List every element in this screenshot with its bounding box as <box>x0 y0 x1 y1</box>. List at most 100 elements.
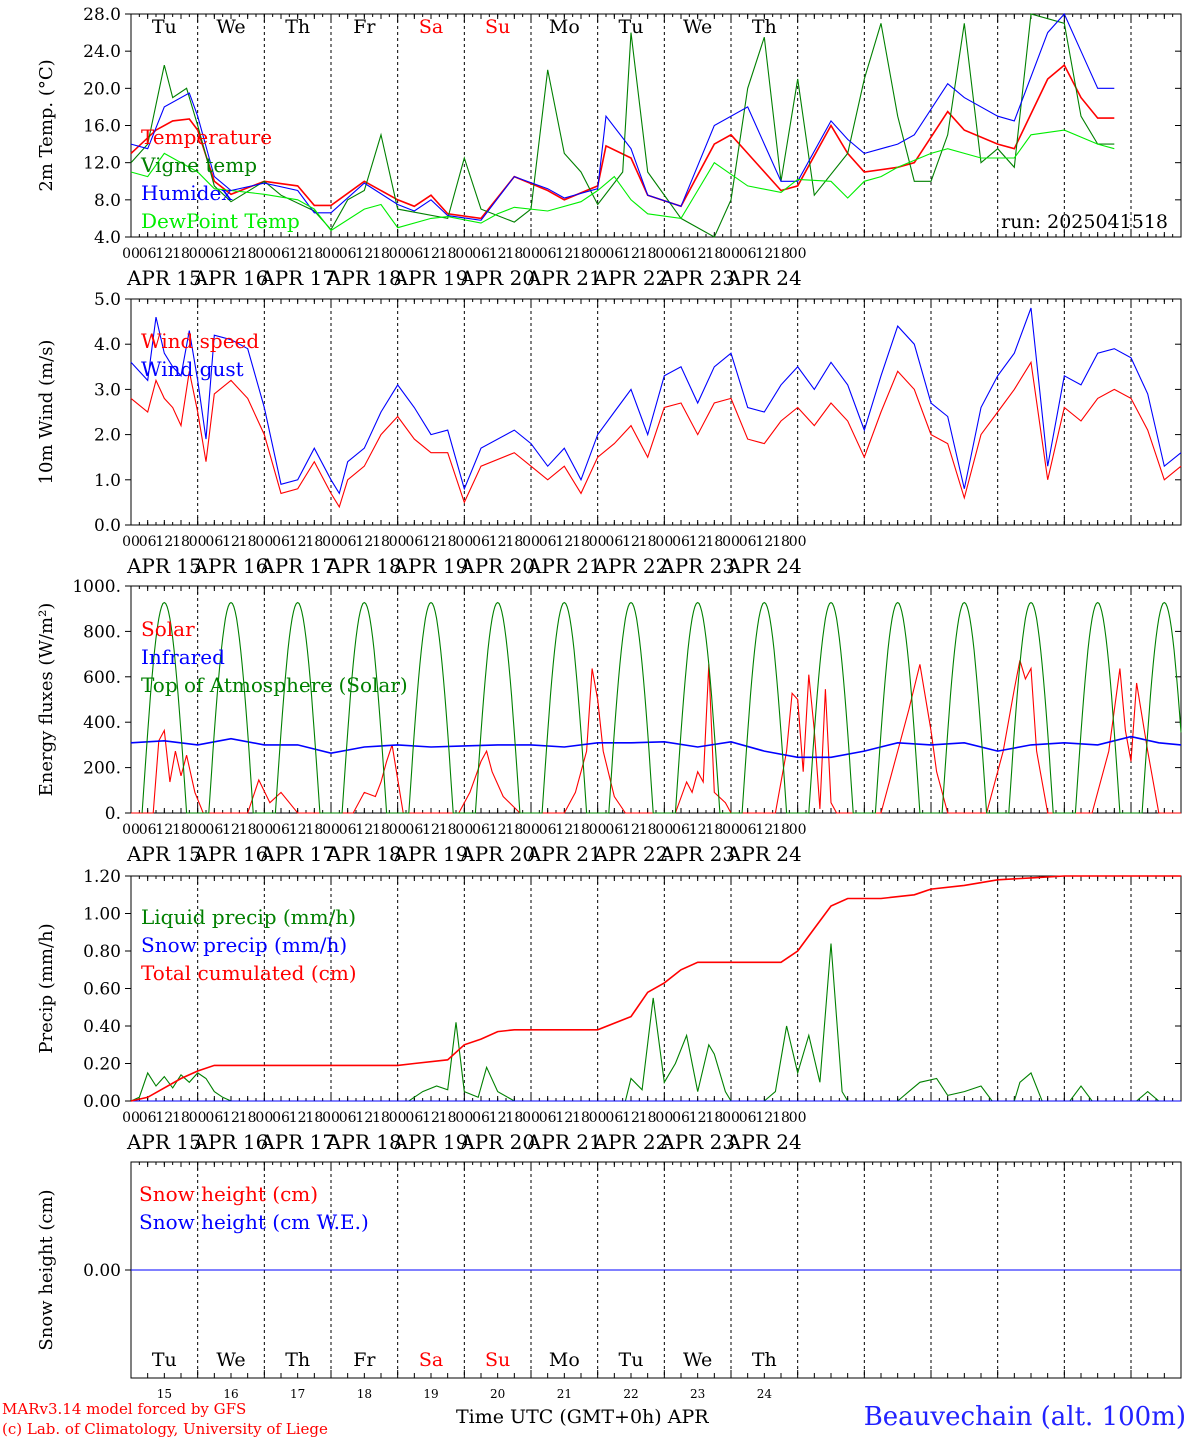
hour-tick-label: 06 <box>672 246 690 262</box>
hour-tick-label: 18 <box>572 1110 590 1126</box>
y-tick-label: 4.0 <box>94 228 121 248</box>
y-tick-label: 0.80 <box>83 942 121 962</box>
y-tick-label: 0.00 <box>83 1261 121 1281</box>
hour-tick-label: 12 <box>555 1110 573 1126</box>
hour-tick-label: 00 <box>522 534 540 550</box>
weekday-label: Th <box>752 1349 777 1371</box>
weekday-label: Tu <box>152 1349 177 1371</box>
panel-flux <box>125 585 1182 814</box>
day-number-label: 20 <box>490 1387 505 1401</box>
hour-tick-label: 18 <box>172 1110 190 1126</box>
hour-tick-label: 06 <box>539 822 557 838</box>
panel-snow <box>125 1161 1182 1379</box>
y-axis-title: 10m Wind (m/s) <box>36 340 57 485</box>
hour-tick-label: 18 <box>505 1110 523 1126</box>
hour-tick-label: 06 <box>205 822 223 838</box>
hour-tick-label: 12 <box>155 1110 173 1126</box>
model-credit: MARv3.14 model forced by GFS <box>2 1400 247 1418</box>
date-label: APR 18 <box>326 842 402 866</box>
temp-legend-2: Humidex <box>141 181 233 205</box>
day-number-label: 21 <box>557 1387 572 1401</box>
wind-legend-1: Wind gust <box>141 357 244 381</box>
hour-tick-label: 00 <box>122 246 140 262</box>
hour-tick-label: 18 <box>372 246 390 262</box>
hour-tick-label: 12 <box>155 822 173 838</box>
date-label: APR 17 <box>259 266 335 290</box>
hour-tick-label: 18 <box>572 246 590 262</box>
hour-tick-label: 06 <box>405 534 423 550</box>
hour-tick-label: 12 <box>355 246 373 262</box>
hour-tick-label: 12 <box>222 1110 240 1126</box>
hour-tick-label: 06 <box>139 534 157 550</box>
weekday-label: We <box>216 1349 245 1371</box>
hour-tick-label: 18 <box>505 534 523 550</box>
hour-tick-label: 12 <box>155 534 173 550</box>
hour-tick-label: 06 <box>205 246 223 262</box>
hour-tick-label: 06 <box>605 822 623 838</box>
hour-tick-label: 18 <box>439 822 457 838</box>
temp-legend-3: DewPoint Temp <box>141 209 300 233</box>
hour-tick-label: 00 <box>255 1110 273 1126</box>
hour-tick-label: 12 <box>222 246 240 262</box>
hour-tick-label: 00 <box>455 822 473 838</box>
weekday-label: Su <box>485 1349 510 1371</box>
weekday-label: Sa <box>419 1349 443 1371</box>
hour-tick-label: 00 <box>389 246 407 262</box>
hour-tick-label: 18 <box>639 534 657 550</box>
hour-tick-label: 00 <box>122 822 140 838</box>
date-label: APR 19 <box>393 842 469 866</box>
hour-tick-label: 00 <box>789 1110 807 1126</box>
weekday-label: Th <box>285 1349 310 1371</box>
hour-tick-label: 18 <box>639 822 657 838</box>
date-label: APR 15 <box>126 554 202 578</box>
hour-tick-label: 18 <box>305 822 323 838</box>
hour-tick-label: 00 <box>255 534 273 550</box>
hour-tick-label: 12 <box>755 534 773 550</box>
temp-series-1-line <box>130 13 1115 238</box>
y-tick-label: 0. <box>105 804 121 824</box>
weekday-label: Fr <box>353 1349 376 1371</box>
wind-series-1-line <box>130 307 1182 495</box>
hour-tick-label: 18 <box>639 246 657 262</box>
lab-credit: (c) Lab. of Climatology, University of L… <box>2 1420 328 1438</box>
date-label: APR 16 <box>193 266 269 290</box>
weekday-label: Fr <box>353 16 376 38</box>
date-label: APR 20 <box>459 1130 535 1154</box>
y-tick-label: 1.0 <box>94 471 121 491</box>
hour-tick-label: 06 <box>272 534 290 550</box>
hour-tick-label: 06 <box>339 822 357 838</box>
date-label: APR 16 <box>193 554 269 578</box>
hour-tick-label: 06 <box>539 534 557 550</box>
hour-tick-label: 06 <box>339 246 357 262</box>
y-tick-label: 4.0 <box>94 335 121 355</box>
weekday-label: Sa <box>419 16 443 38</box>
date-label: APR 15 <box>126 266 202 290</box>
hour-tick-label: 12 <box>755 822 773 838</box>
date-label: APR 21 <box>526 1130 602 1154</box>
hour-tick-label: 18 <box>772 822 790 838</box>
hour-tick-label: 00 <box>255 822 273 838</box>
date-label: APR 20 <box>459 842 535 866</box>
y-tick-label: 0.40 <box>83 1017 121 1037</box>
panel-precip <box>125 875 1182 1102</box>
hour-tick-label: 06 <box>205 1110 223 1126</box>
hour-tick-label: 18 <box>439 534 457 550</box>
hour-tick-label: 18 <box>705 822 723 838</box>
hour-tick-label: 00 <box>189 822 207 838</box>
flux-legend-2: Top of Atmosphere (Solar) <box>141 673 408 697</box>
hour-tick-label: 18 <box>372 1110 390 1126</box>
hour-tick-label: 12 <box>289 822 307 838</box>
x-axis-title: Time UTC (GMT+0h) APR <box>456 1406 709 1428</box>
hour-tick-label: 18 <box>439 246 457 262</box>
hour-tick-label: 12 <box>422 246 440 262</box>
hour-tick-label: 18 <box>505 822 523 838</box>
date-label: APR 16 <box>193 842 269 866</box>
hour-tick-label: 18 <box>239 534 257 550</box>
hour-tick-label: 18 <box>172 534 190 550</box>
y-tick-label: 800. <box>83 622 121 642</box>
hour-tick-label: 06 <box>272 1110 290 1126</box>
hour-tick-label: 12 <box>555 822 573 838</box>
date-label: APR 17 <box>259 554 335 578</box>
hour-tick-label: 00 <box>322 246 340 262</box>
temp-series-0-line <box>130 63 1115 220</box>
